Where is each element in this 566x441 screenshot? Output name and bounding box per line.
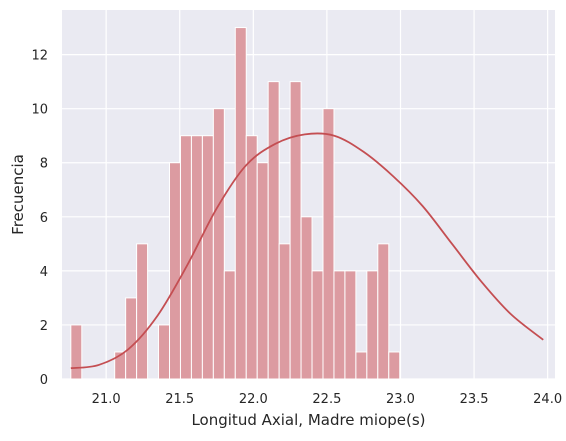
histogram-bar bbox=[179, 135, 192, 380]
x-tick-label: 23.0 bbox=[386, 392, 415, 407]
x-tick-label: 22.0 bbox=[239, 392, 268, 407]
y-tick-labels: 0 2 4 6 8 10 12 bbox=[31, 49, 48, 388]
x-tick-label: 22.5 bbox=[312, 392, 341, 407]
histogram-bars bbox=[70, 27, 401, 380]
x-tick-label: 21.5 bbox=[165, 392, 194, 407]
histogram-bar bbox=[333, 270, 346, 380]
y-tick-label: 2 bbox=[40, 319, 48, 334]
y-tick-label: 6 bbox=[40, 211, 48, 226]
histogram-bar bbox=[344, 270, 357, 380]
x-tick-label: 24.0 bbox=[533, 392, 562, 407]
histogram-bar bbox=[388, 351, 401, 380]
y-tick-label: 8 bbox=[40, 157, 48, 172]
histogram-bar bbox=[355, 351, 368, 380]
histogram-bar bbox=[70, 324, 83, 380]
histogram-bar bbox=[289, 81, 302, 380]
x-tick-label: 21.0 bbox=[92, 392, 121, 407]
histogram-bar bbox=[245, 135, 258, 380]
histogram-bar bbox=[234, 27, 247, 380]
y-tick-label: 12 bbox=[31, 49, 48, 64]
histogram-bar bbox=[169, 162, 181, 380]
x-tick-label: 23.5 bbox=[460, 392, 489, 407]
histogram-bar bbox=[256, 162, 269, 380]
histogram-bar bbox=[322, 108, 335, 380]
histogram-bar bbox=[366, 270, 379, 380]
y-tick-label: 10 bbox=[31, 103, 48, 118]
histogram-bar bbox=[212, 108, 225, 380]
x-tick-labels: 21.0 21.5 22.0 22.5 23.0 23.5 24.0 bbox=[92, 392, 562, 407]
histogram-bar bbox=[201, 135, 214, 380]
y-tick-label: 0 bbox=[40, 373, 48, 388]
kde-line bbox=[70, 132, 544, 370]
histogram-bar bbox=[125, 297, 138, 380]
y-axis-label: Frecuencia bbox=[9, 154, 27, 235]
histogram-bar bbox=[158, 324, 171, 380]
histogram-bar bbox=[311, 270, 324, 380]
histogram-bar bbox=[190, 135, 203, 380]
histogram-bar bbox=[278, 243, 291, 380]
x-axis-label: Longitud Axial, Madre miope(s) bbox=[191, 411, 425, 429]
histogram-bar bbox=[267, 81, 280, 380]
histogram-bar bbox=[377, 243, 390, 380]
histogram-bar bbox=[136, 243, 149, 380]
y-tick-label: 4 bbox=[40, 265, 48, 280]
histogram-bar bbox=[223, 270, 236, 380]
histogram-bar bbox=[300, 216, 313, 380]
